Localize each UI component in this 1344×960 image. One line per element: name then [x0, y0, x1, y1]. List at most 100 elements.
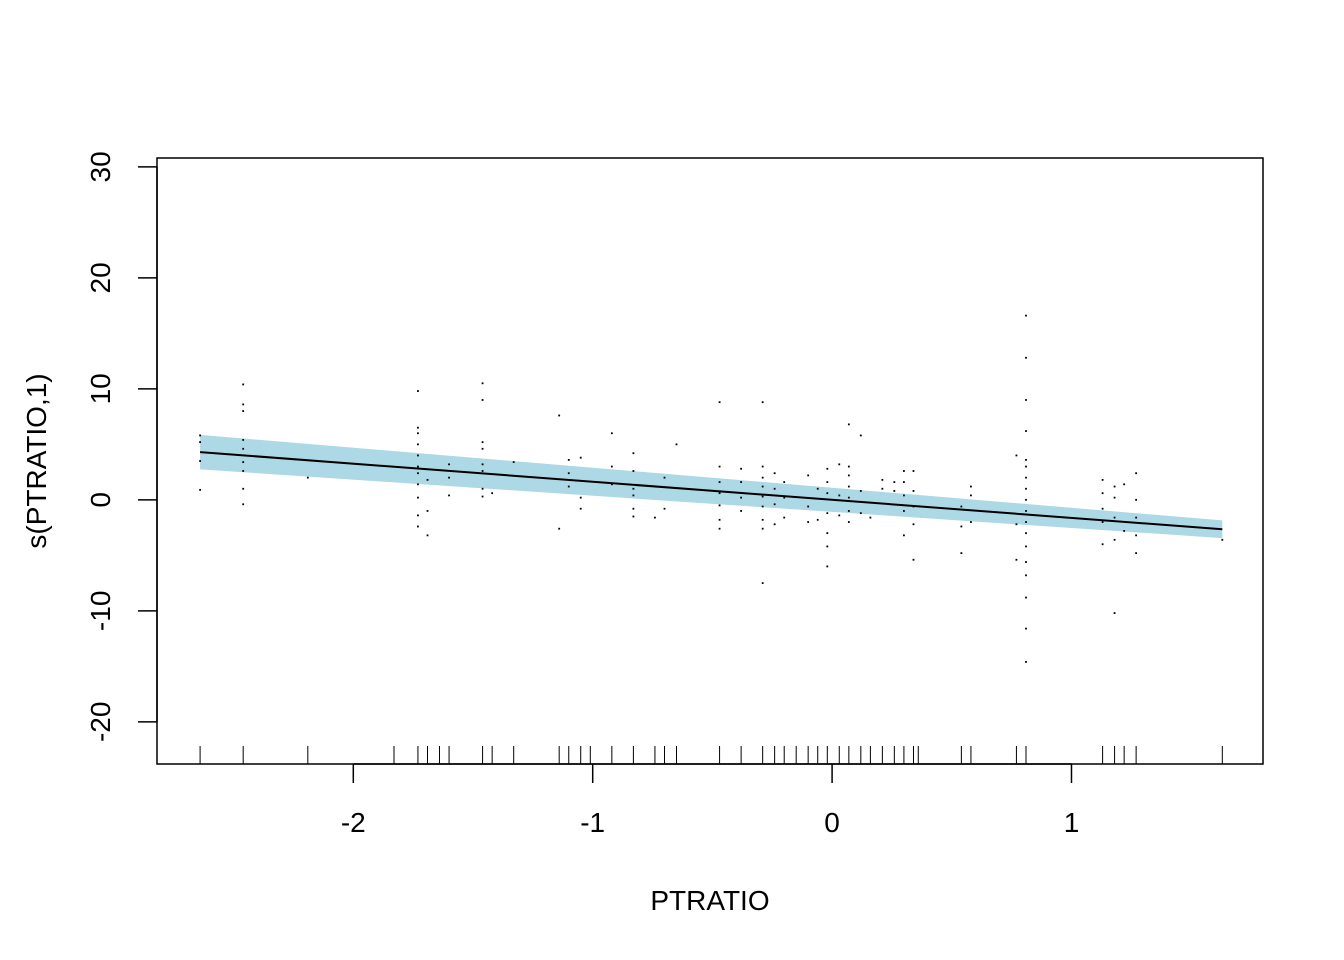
residual-point — [783, 481, 786, 483]
residual-point — [632, 494, 635, 497]
residual-point — [807, 521, 810, 523]
residual-point — [481, 495, 484, 498]
residual-point — [912, 490, 915, 492]
residual-point — [859, 490, 862, 492]
residual-point — [761, 505, 764, 508]
residual-point — [903, 534, 905, 537]
residual-point — [783, 516, 786, 519]
residual-point — [1025, 476, 1027, 479]
residual-point — [881, 478, 884, 481]
residual-point — [579, 507, 582, 510]
residual-point — [610, 465, 613, 468]
residual-point — [847, 496, 850, 499]
y-tick-label: 10 — [85, 373, 116, 404]
residual-point — [663, 476, 666, 479]
residual-point — [579, 456, 582, 459]
residual-point — [970, 494, 972, 497]
residual-point — [417, 514, 419, 517]
residual-point — [903, 481, 905, 483]
residual-point — [1113, 612, 1116, 614]
residual-point — [199, 441, 201, 444]
residual-point — [426, 534, 429, 537]
residual-point — [663, 507, 666, 510]
residual-point — [1015, 454, 1018, 457]
residual-point — [960, 552, 963, 555]
y-tick-label: -10 — [85, 591, 116, 631]
residual-point — [1135, 534, 1138, 537]
residual-point — [847, 521, 850, 523]
residual-point — [838, 494, 841, 497]
y-tick-label: 20 — [85, 262, 116, 293]
residual-point — [417, 390, 419, 392]
residual-point — [960, 505, 963, 508]
residual-point — [740, 510, 743, 512]
residual-point — [448, 463, 450, 466]
residual-point — [826, 467, 829, 470]
residual-point — [826, 545, 829, 548]
residual-point — [1101, 478, 1104, 481]
residual-point — [903, 510, 905, 512]
residual-point — [1101, 492, 1104, 495]
residual-point — [567, 472, 570, 475]
residual-point — [426, 478, 429, 481]
residual-point — [826, 481, 829, 483]
residual-point — [826, 512, 829, 515]
residual-point — [558, 414, 561, 417]
residual-point — [1101, 507, 1104, 510]
residual-point — [654, 516, 656, 519]
residual-point — [783, 496, 786, 499]
residual-point — [1123, 530, 1126, 532]
residual-point — [1025, 458, 1027, 461]
residual-point — [718, 518, 721, 521]
residual-point — [773, 523, 776, 526]
residual-point — [306, 476, 309, 479]
residual-point — [448, 494, 450, 497]
residual-point — [199, 434, 201, 437]
residual-point — [761, 495, 764, 498]
residual-point — [826, 532, 829, 535]
residual-point — [448, 476, 450, 479]
residual-point — [417, 496, 419, 499]
residual-point — [1025, 545, 1027, 548]
residual-point — [893, 490, 896, 492]
residual-point — [761, 518, 764, 521]
residual-point — [761, 401, 764, 404]
residual-point — [1221, 538, 1224, 541]
residual-point — [960, 525, 963, 528]
residual-point — [417, 454, 419, 457]
residual-point — [912, 558, 915, 561]
residual-point — [242, 487, 245, 490]
residual-point — [512, 461, 515, 464]
residual-point — [1135, 472, 1138, 475]
residual-point — [859, 512, 862, 515]
residual-point — [610, 432, 613, 435]
residual-point — [1025, 596, 1027, 599]
residual-point — [847, 474, 850, 477]
smooth-line — [200, 451, 1223, 531]
residual-point — [417, 443, 419, 446]
residual-point — [481, 399, 484, 401]
residual-point — [718, 504, 721, 507]
residual-point — [1025, 498, 1027, 501]
residual-point — [1025, 627, 1027, 630]
residual-point — [1025, 574, 1027, 577]
rug-layer — [199, 746, 1223, 764]
y-tick-label: 30 — [85, 151, 116, 182]
residual-point — [481, 382, 484, 385]
residual-point — [417, 525, 419, 528]
y-axis-label: s(PTRATIO,1) — [21, 373, 52, 548]
residual-point — [807, 474, 810, 477]
residual-point — [1015, 558, 1018, 561]
residual-point — [1025, 532, 1027, 535]
residual-point — [912, 470, 915, 472]
residual-point — [417, 483, 419, 486]
residual-point — [1101, 521, 1104, 523]
residual-point — [632, 515, 635, 518]
residual-point — [491, 492, 494, 495]
residual-point — [242, 470, 245, 472]
x-tick-label: 0 — [824, 807, 840, 838]
residual-point — [718, 492, 721, 495]
residual-point — [1025, 399, 1027, 401]
residual-point — [740, 496, 743, 499]
x-axis: -2 -1 0 1 — [341, 763, 1079, 838]
